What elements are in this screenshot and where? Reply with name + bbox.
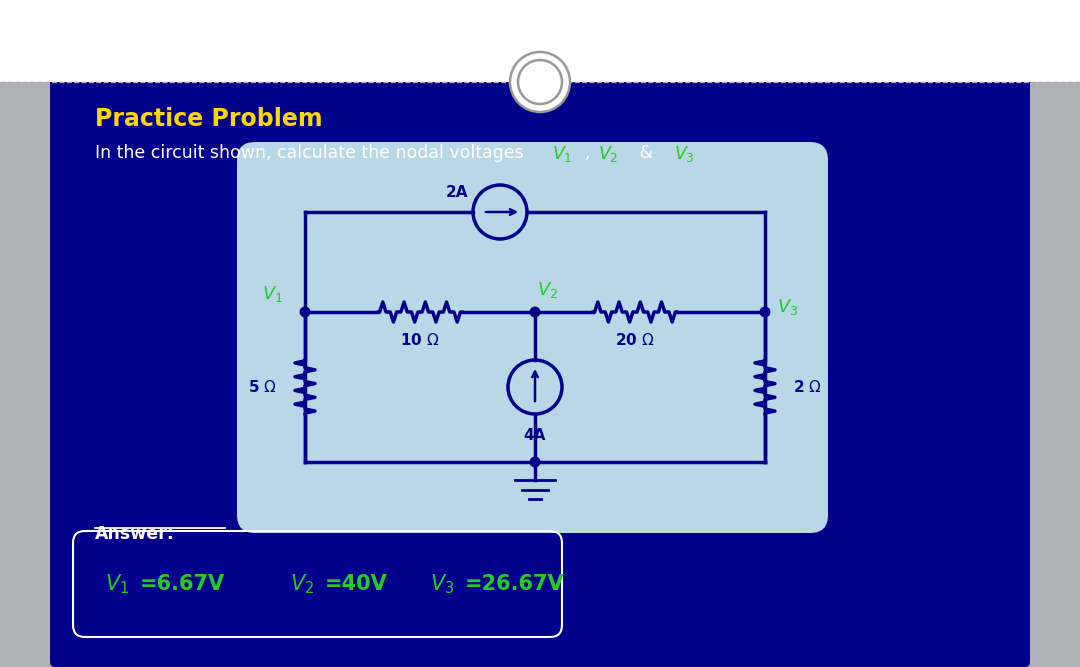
Text: $V_3$: $V_3$ — [674, 144, 694, 164]
Text: $V_2$: $V_2$ — [291, 572, 314, 596]
Text: 10 $\Omega$: 10 $\Omega$ — [401, 332, 440, 348]
Text: =26.67V: =26.67V — [465, 574, 565, 594]
Circle shape — [510, 52, 570, 112]
FancyBboxPatch shape — [50, 42, 1030, 667]
Text: In the circuit shown, calculate the nodal voltages: In the circuit shown, calculate the noda… — [95, 144, 529, 162]
Text: $V_1$: $V_1$ — [105, 572, 130, 596]
Bar — [0, 0, 1080, 82]
Text: $V_3$: $V_3$ — [430, 572, 455, 596]
Text: Practice Problem: Practice Problem — [95, 107, 323, 131]
Text: $V_1$: $V_1$ — [552, 144, 572, 164]
Text: 2A: 2A — [446, 185, 468, 200]
Circle shape — [760, 307, 770, 317]
Text: $V_2$: $V_2$ — [598, 144, 619, 164]
Text: =6.67V: =6.67V — [140, 574, 225, 594]
Text: &: & — [634, 144, 659, 162]
Circle shape — [300, 307, 310, 317]
Circle shape — [530, 457, 540, 467]
Circle shape — [518, 60, 562, 104]
Text: ,: , — [585, 144, 591, 162]
FancyBboxPatch shape — [237, 142, 828, 533]
Text: $V_2$: $V_2$ — [537, 280, 558, 300]
Text: Answer:: Answer: — [95, 525, 175, 543]
Text: =40V: =40V — [325, 574, 388, 594]
Text: 4A: 4A — [524, 428, 546, 443]
Text: $V_1$: $V_1$ — [261, 284, 283, 304]
Text: 5 $\Omega$: 5 $\Omega$ — [248, 379, 276, 395]
Circle shape — [530, 307, 540, 317]
Text: 20 $\Omega$: 20 $\Omega$ — [616, 332, 654, 348]
Text: 2 $\Omega$: 2 $\Omega$ — [793, 379, 822, 395]
Text: $V_3$: $V_3$ — [777, 297, 798, 317]
